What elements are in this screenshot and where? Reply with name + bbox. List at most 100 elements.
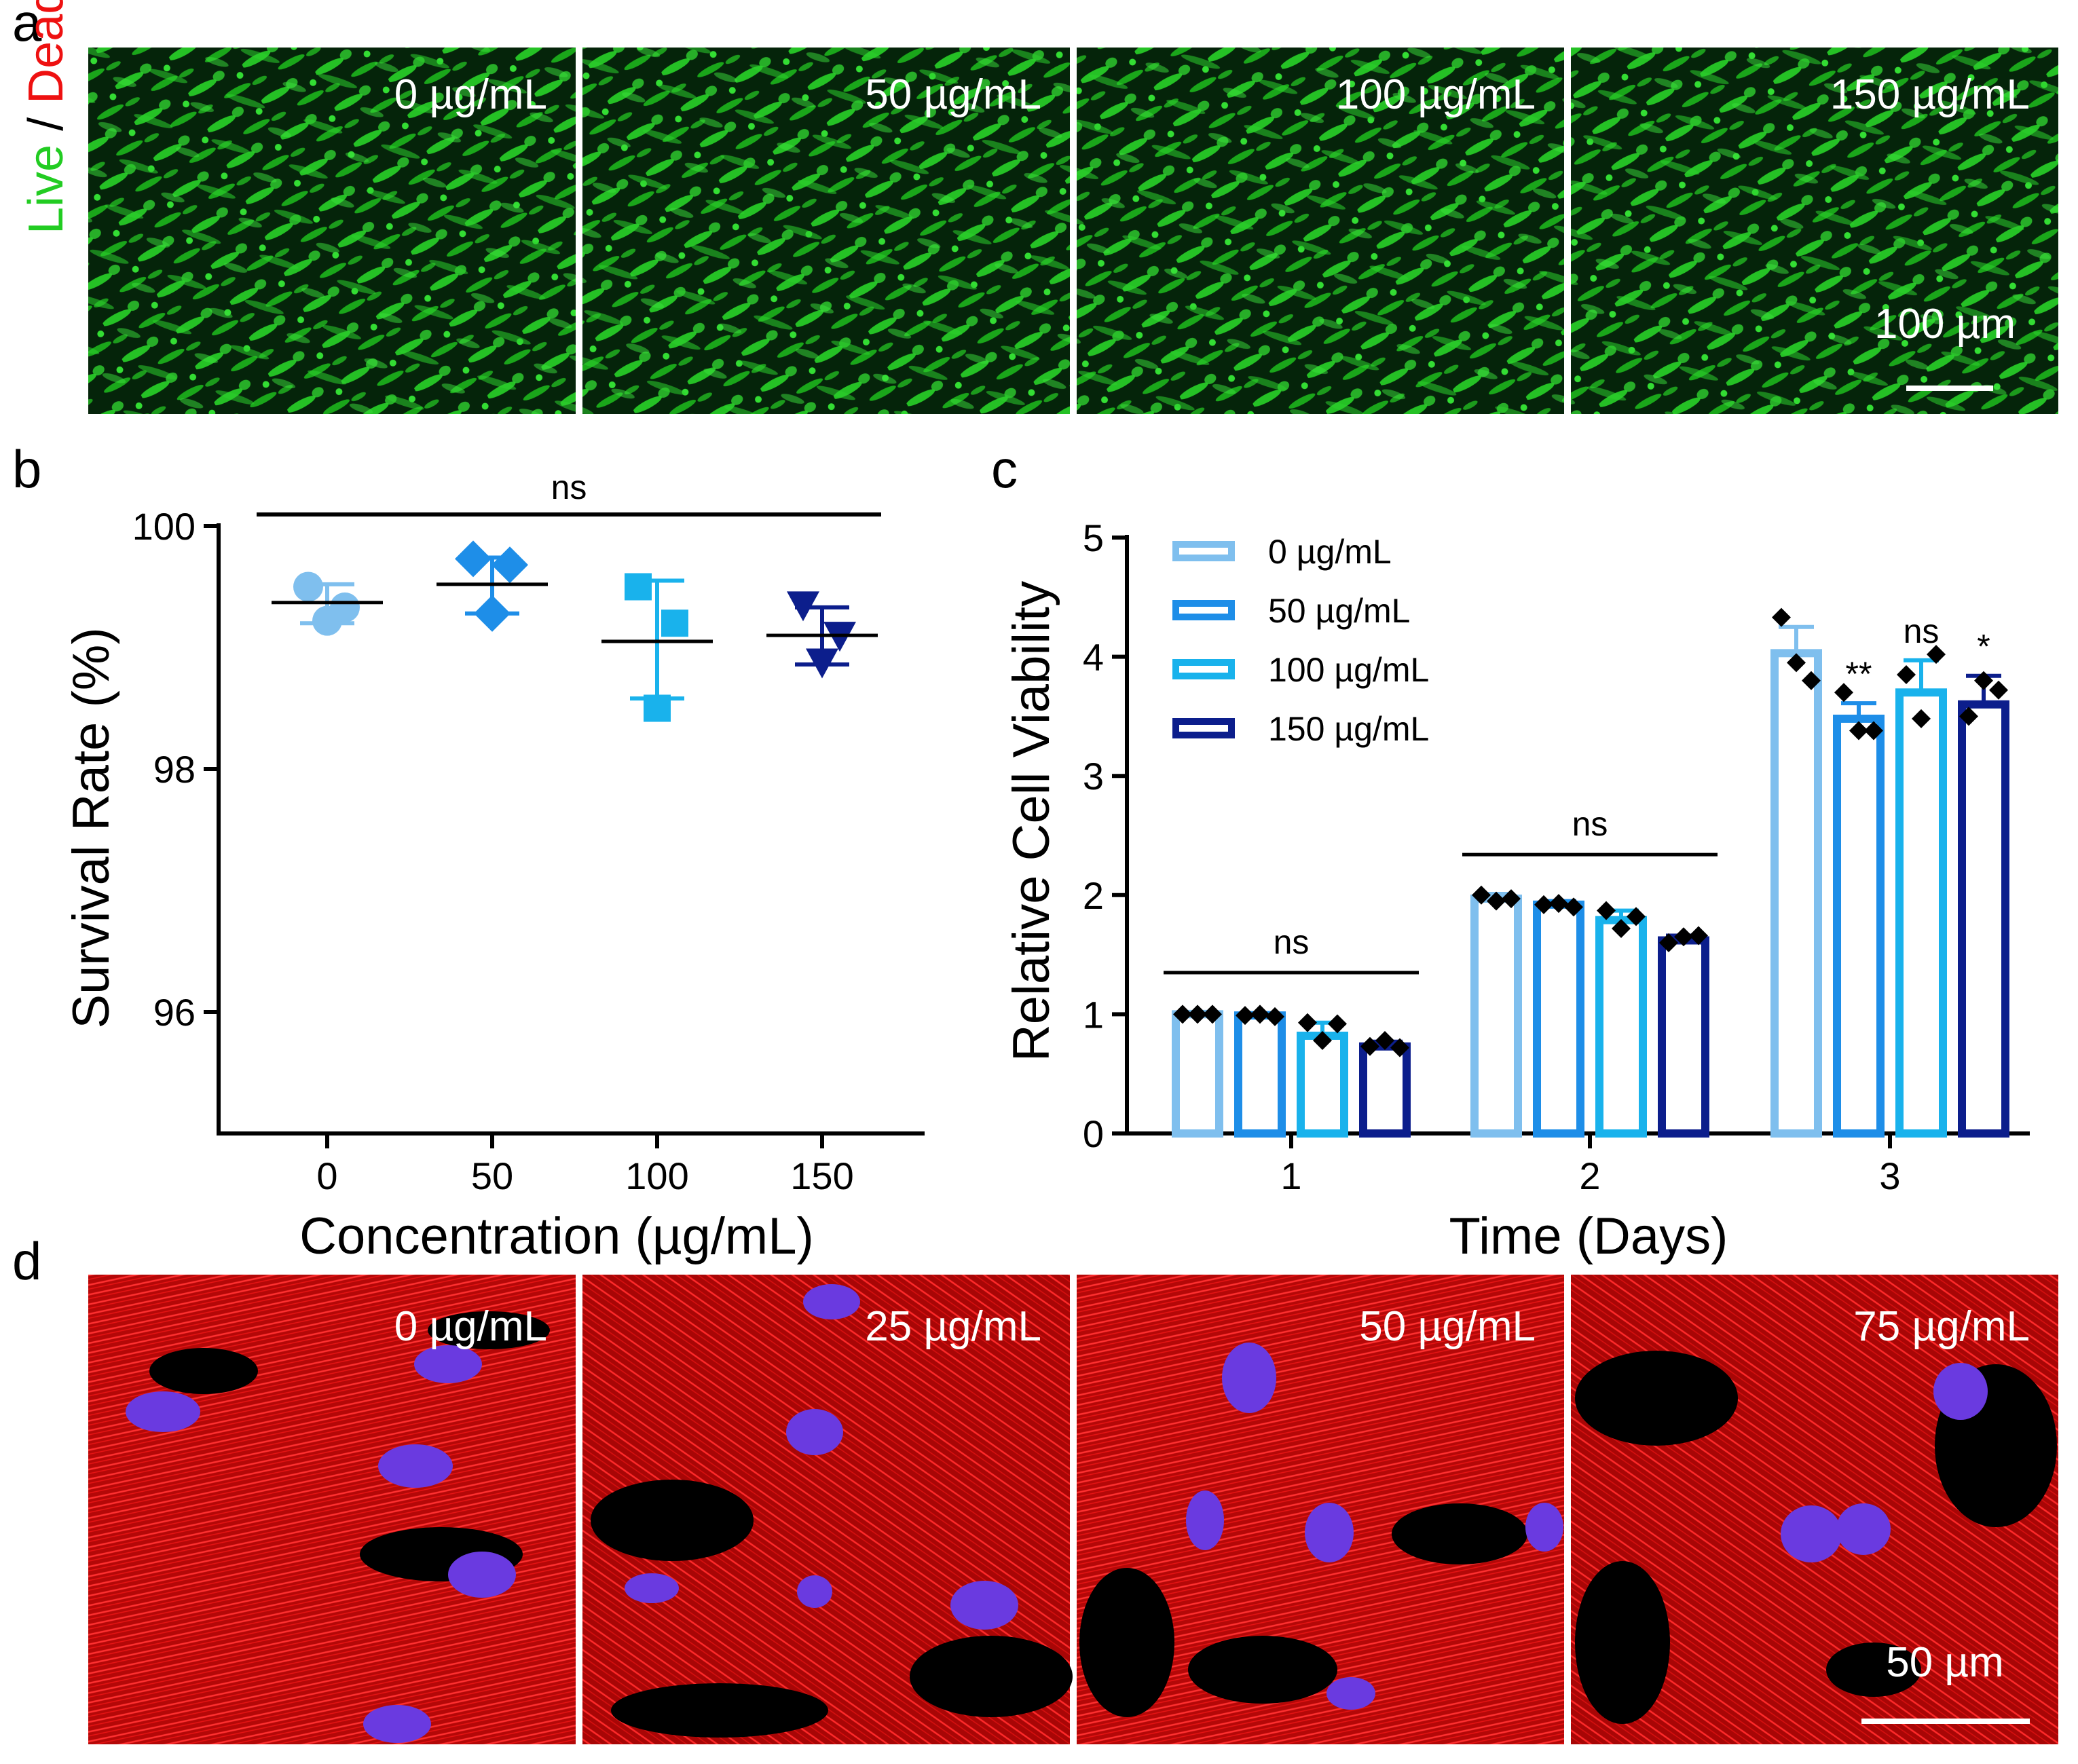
- cell-viability-chart: 0 1 2 3 4 5 1 2 3 Relative Cell Viability Time (Da…: [1003, 517, 2030, 1265]
- c-legend: 0 µg/mL 50 µg/mL 100 µg/mL 150 µg/mL: [1172, 533, 1429, 748]
- c-x-tick-label: 1: [1280, 1155, 1301, 1197]
- stain-images: 0 µg/mL 25 µg/mL 50 µg/mL: [88, 1275, 2058, 1744]
- c-significance-label: **: [1846, 655, 1872, 693]
- c-data-point: [1897, 664, 1916, 684]
- b-y-tick-label: 100: [132, 505, 196, 548]
- stain-image-25: 25 µg/mL: [582, 1275, 1073, 1744]
- b-data-point: [491, 546, 528, 584]
- c-bar: [1895, 688, 1947, 1138]
- c-legend-swatch: [1172, 718, 1235, 738]
- live-image-label-100: 100 µg/mL: [1336, 71, 1536, 118]
- c-y-tick-label: 1: [1083, 993, 1104, 1036]
- c-y-tick-label: 5: [1083, 517, 1104, 559]
- c-bar: [1470, 895, 1522, 1138]
- b-data-point: [787, 591, 819, 622]
- live-image-150: 150 µg/mL 100 µm: [1571, 48, 2058, 414]
- c-bar: [1658, 936, 1709, 1138]
- b-significance-label: ns: [551, 468, 587, 506]
- stain-image-label-25: 25 µg/mL: [865, 1303, 1041, 1350]
- c-data-point: [1927, 645, 1946, 664]
- c-data-point: [1313, 1031, 1332, 1051]
- b-data-point: [474, 595, 511, 632]
- c-data-point: [1236, 1006, 1255, 1026]
- panel-label-b: b: [12, 439, 41, 499]
- live-scale-label: 100 µm: [1874, 301, 2016, 348]
- c-data-point: [1298, 1013, 1317, 1032]
- c-y-tick-label: 4: [1083, 636, 1104, 679]
- b-series-50: [437, 540, 548, 632]
- panel-label-c: c: [991, 439, 1018, 499]
- survival-rate-chart: 96 98 100 0 50 100 150 Survival Rate (%) Concent…: [62, 468, 925, 1265]
- c-legend-swatch: [1172, 541, 1235, 561]
- c-data-point: [1627, 907, 1646, 926]
- c-significance-label: ns: [1572, 805, 1608, 843]
- c-y-tick-label: 3: [1083, 755, 1104, 797]
- panel-label-d: d: [12, 1231, 41, 1291]
- live-image-0: 0 µg/mL: [88, 48, 576, 414]
- stain-image-label-75: 75 µg/mL: [1853, 1303, 2030, 1350]
- b-x-axis-title: Concentration (µg/mL): [299, 1207, 814, 1265]
- c-data-point: [1564, 897, 1583, 917]
- c-series-3: [1359, 671, 2009, 1138]
- c-data-point: [1989, 680, 2008, 700]
- c-data-point: [1959, 707, 1978, 726]
- c-data-point: [1360, 1036, 1379, 1056]
- c-series-2: [1297, 645, 1947, 1138]
- c-bar: [1595, 916, 1647, 1138]
- c-legend-label: 150 µg/mL: [1268, 710, 1429, 748]
- live-image-50: 50 µg/mL: [582, 48, 1070, 414]
- b-data-point: [455, 540, 491, 578]
- c-significance-label: ns: [1274, 923, 1310, 961]
- c-data-point: [1188, 1005, 1207, 1024]
- c-legend-label: 50 µg/mL: [1268, 592, 1410, 630]
- c-data-point: [1864, 721, 1883, 740]
- c-bar: [1297, 1032, 1348, 1138]
- b-y-tick-label: 98: [153, 748, 196, 791]
- b-data-point: [806, 648, 838, 679]
- c-data-point: [1659, 933, 1678, 953]
- c-y-axis-title: Relative Cell Viability: [1003, 581, 1060, 1062]
- c-data-point: [1834, 683, 1853, 702]
- c-data-point: [1787, 653, 1806, 673]
- b-x-tick-label: 0: [316, 1155, 337, 1197]
- c-x-tick-label: 3: [1879, 1155, 1900, 1197]
- b-data-point: [661, 609, 688, 637]
- stain-image-label-0: 0 µg/mL: [394, 1303, 547, 1350]
- c-data-point: [1802, 671, 1821, 690]
- c-data-point: [1487, 891, 1506, 911]
- live-dead-images: 0 µg/mL 50 µg/mL 100 µg/mL 150 µg/mL 100…: [88, 48, 2058, 414]
- c-data-point: [1849, 721, 1868, 740]
- b-series-0: [272, 571, 383, 636]
- c-bar: [1958, 700, 2009, 1138]
- c-data-point: [1534, 895, 1553, 914]
- label-separator: /: [19, 104, 73, 145]
- c-data-point: [1974, 671, 1993, 690]
- live-label: Live: [19, 145, 73, 234]
- stain-image-50: 50 µg/mL: [1077, 1275, 1564, 1744]
- c-series-0: [1172, 607, 1822, 1138]
- c-data-point: [1203, 1005, 1222, 1024]
- stain-image-75: 75 µg/mL 50 µm: [1571, 1275, 2058, 1744]
- c-data-point: [1502, 889, 1521, 909]
- c-series-1: [1234, 683, 1885, 1138]
- live-image-100: 100 µg/mL: [1077, 48, 1564, 414]
- c-data-point: [1250, 1005, 1269, 1024]
- c-data-point: [1328, 1014, 1347, 1034]
- c-bar: [1234, 1011, 1286, 1138]
- c-legend-label: 100 µg/mL: [1268, 651, 1429, 689]
- c-legend-label: 0 µg/mL: [1268, 533, 1392, 571]
- c-data-point: [1689, 926, 1708, 945]
- c-bar: [1833, 714, 1885, 1138]
- c-bar: [1172, 1010, 1223, 1138]
- live-image-label-150: 150 µg/mL: [1830, 71, 2030, 118]
- b-data-point: [625, 573, 652, 601]
- c-bar: [1533, 900, 1584, 1138]
- c-data-point: [1472, 885, 1491, 905]
- c-data-point: [1612, 918, 1631, 938]
- b-x-tick-label: 100: [625, 1155, 688, 1197]
- c-data-point: [1549, 894, 1568, 914]
- stain-image-label-50: 50 µg/mL: [1359, 1303, 1536, 1350]
- c-y-tick-label: 2: [1083, 874, 1104, 917]
